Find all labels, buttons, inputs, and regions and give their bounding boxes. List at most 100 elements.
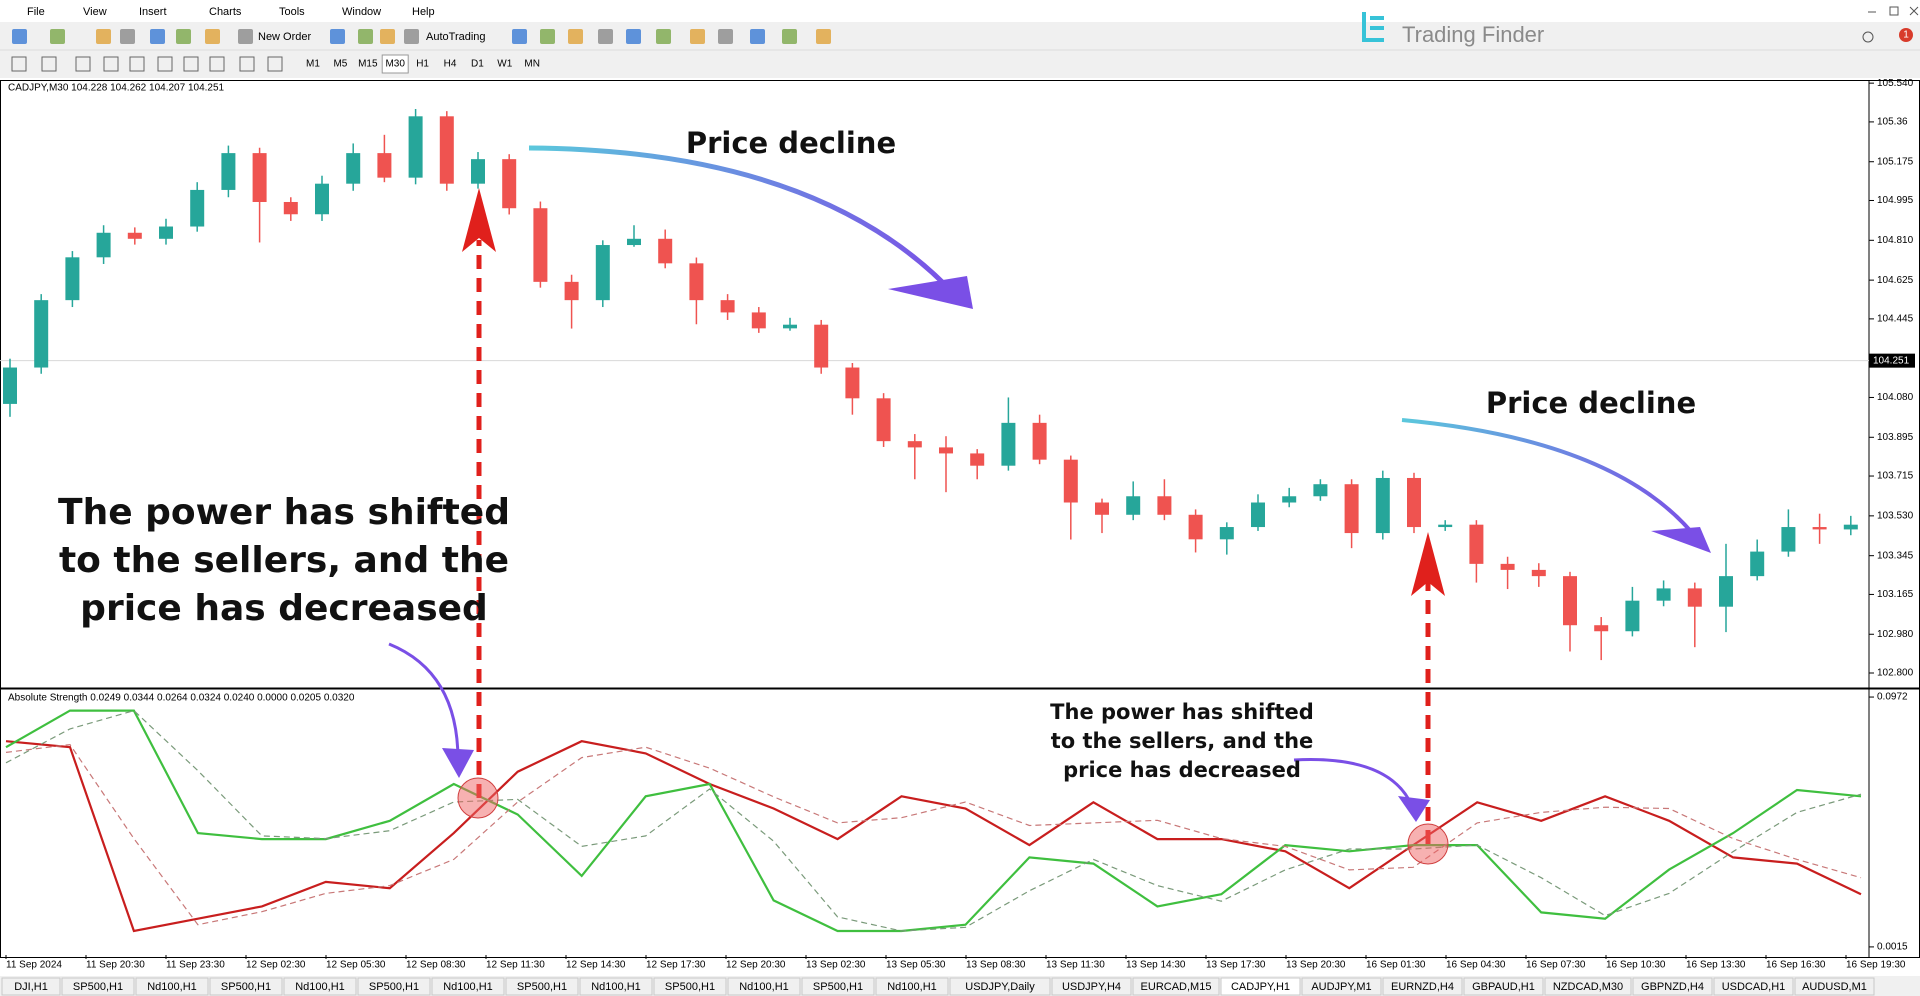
toolbar-icon[interactable] (718, 29, 733, 44)
toolbar-icon[interactable] (512, 29, 527, 44)
symbol-tab-label[interactable]: USDCAD,H1 (1722, 981, 1786, 993)
drawing-tool[interactable] (41, 56, 57, 72)
symbol-tab-label[interactable]: Nd100,H1 (295, 981, 345, 993)
toolbar-icon[interactable] (404, 29, 419, 44)
toolbar-icon[interactable] (568, 29, 583, 44)
menu-item[interactable]: Help (412, 6, 435, 18)
symbol-tab[interactable] (357, 977, 431, 996)
menu-item[interactable]: View (83, 6, 107, 18)
symbol-tab[interactable] (1713, 977, 1794, 996)
restore[interactable] (1889, 6, 1899, 16)
drawing-tool[interactable] (183, 56, 199, 72)
timeframe-button[interactable]: M30 (385, 59, 405, 70)
toolbar-icon[interactable] (656, 29, 671, 44)
symbol-tab[interactable] (949, 977, 1051, 996)
symbol-tab[interactable] (135, 977, 209, 996)
toolbar-icon[interactable] (12, 29, 27, 44)
symbol-tab[interactable] (1382, 977, 1463, 996)
menu-item[interactable]: Window (342, 6, 381, 18)
toolbar-icon[interactable] (690, 29, 705, 44)
timeframe-button[interactable]: MN (524, 59, 540, 70)
toolbar-icon[interactable] (205, 29, 220, 44)
symbol-tab[interactable] (209, 977, 283, 996)
toolbar-icon[interactable] (540, 29, 555, 44)
symbol-tab-label[interactable]: Nd100,H1 (443, 981, 493, 993)
toolbar-icon[interactable] (150, 29, 165, 44)
timeframe-button[interactable]: W1 (497, 59, 512, 70)
toolbar-icon[interactable] (782, 29, 797, 44)
symbol-tab[interactable] (727, 977, 801, 996)
symbol-tab-label[interactable]: EURCAD,M15 (1141, 981, 1212, 993)
symbol-tab[interactable] (1544, 977, 1632, 996)
symbol-tab[interactable] (1051, 977, 1132, 996)
symbol-tab-label[interactable]: USDJPY,Daily (965, 981, 1035, 993)
drawing-tool[interactable] (75, 56, 91, 72)
symbol-tab-label[interactable]: USDJPY,H4 (1062, 981, 1121, 993)
timeframe-button[interactable]: D1 (471, 59, 484, 70)
symbol-tab-label[interactable]: GBPAUD,H1 (1472, 981, 1535, 993)
close[interactable] (1909, 6, 1919, 16)
symbol-tab[interactable] (1632, 977, 1713, 996)
symbol-tab-label[interactable]: CADJPY,H1 (1231, 981, 1290, 993)
symbol-tab[interactable] (1132, 977, 1220, 996)
symbol-tab[interactable] (1220, 977, 1301, 996)
drawing-tool[interactable] (103, 56, 119, 72)
toolbar-icon[interactable] (238, 29, 253, 44)
toolbar-icon[interactable] (598, 29, 613, 44)
toolbar-icon[interactable] (120, 29, 135, 44)
toolbar-icon[interactable] (750, 29, 765, 44)
drawing-tool[interactable] (209, 56, 225, 72)
toolbar-icon[interactable] (626, 29, 641, 44)
notification-badge[interactable] (1899, 28, 1913, 42)
symbol-tab-label[interactable]: GBPNZD,H4 (1641, 981, 1704, 993)
symbol-tab-label[interactable]: SP500,H1 (517, 981, 567, 993)
symbol-tab[interactable] (1301, 977, 1382, 996)
autotrading-button[interactable]: AutoTrading (426, 31, 486, 43)
toolbar-icon[interactable] (358, 29, 373, 44)
menu-item[interactable]: File (27, 6, 45, 18)
toolbar-icon[interactable] (330, 29, 345, 44)
symbol-tab[interactable] (1794, 977, 1875, 996)
toolbar-icon[interactable] (50, 29, 65, 44)
symbol-tab-label[interactable]: SP500,H1 (665, 981, 715, 993)
timeframe-button[interactable]: M15 (358, 59, 378, 70)
toolbar-icon[interactable] (96, 29, 111, 44)
symbol-tab-label[interactable]: NZDCAD,M30 (1553, 981, 1623, 993)
symbol-tab[interactable] (431, 977, 505, 996)
symbol-tab[interactable] (653, 977, 727, 996)
toolbar-icon[interactable] (816, 29, 831, 44)
symbol-tab[interactable] (579, 977, 653, 996)
symbol-tab[interactable] (1463, 977, 1544, 996)
symbol-tab-label[interactable]: SP500,H1 (813, 981, 863, 993)
menu-item[interactable]: Tools (279, 6, 305, 18)
symbol-tab[interactable] (1, 977, 61, 996)
symbol-tab[interactable] (801, 977, 875, 996)
symbol-tab-label[interactable]: AUDUSD,M1 (1802, 981, 1867, 993)
symbol-tab-label[interactable]: EURNZD,H4 (1391, 981, 1454, 993)
timeframe-button[interactable]: H1 (416, 59, 429, 70)
symbol-tab-label[interactable]: SP500,H1 (221, 981, 271, 993)
menu-item[interactable]: Charts (209, 6, 242, 18)
drawing-tool[interactable] (11, 56, 27, 72)
symbol-tab[interactable] (283, 977, 357, 996)
timeframe-button[interactable]: M1 (306, 59, 320, 70)
symbol-tab-label[interactable]: SP500,H1 (73, 981, 123, 993)
menu-item[interactable]: Insert (139, 6, 167, 18)
symbol-tab-label[interactable]: SP500,H1 (369, 981, 419, 993)
symbol-tab-label[interactable]: Nd100,H1 (147, 981, 197, 993)
symbol-tab[interactable] (505, 977, 579, 996)
toolbar-icon[interactable] (176, 29, 191, 44)
drawing-tool[interactable] (267, 56, 283, 72)
drawing-tool[interactable] (157, 56, 173, 72)
new-order-button[interactable]: New Order (258, 31, 312, 43)
symbol-tab[interactable] (875, 977, 949, 996)
symbol-tab-label[interactable]: Nd100,H1 (739, 981, 789, 993)
drawing-tool[interactable] (129, 56, 145, 72)
toolbar-icon[interactable] (380, 29, 395, 44)
symbol-tab-label[interactable]: Nd100,H1 (591, 981, 641, 993)
drawing-tool[interactable] (239, 56, 255, 72)
symbol-tab-label[interactable]: Nd100,H1 (887, 981, 937, 993)
symbol-tab-label[interactable]: DJI,H1 (14, 981, 48, 993)
timeframe-button[interactable]: H4 (444, 59, 457, 70)
symbol-tab[interactable] (61, 977, 135, 996)
